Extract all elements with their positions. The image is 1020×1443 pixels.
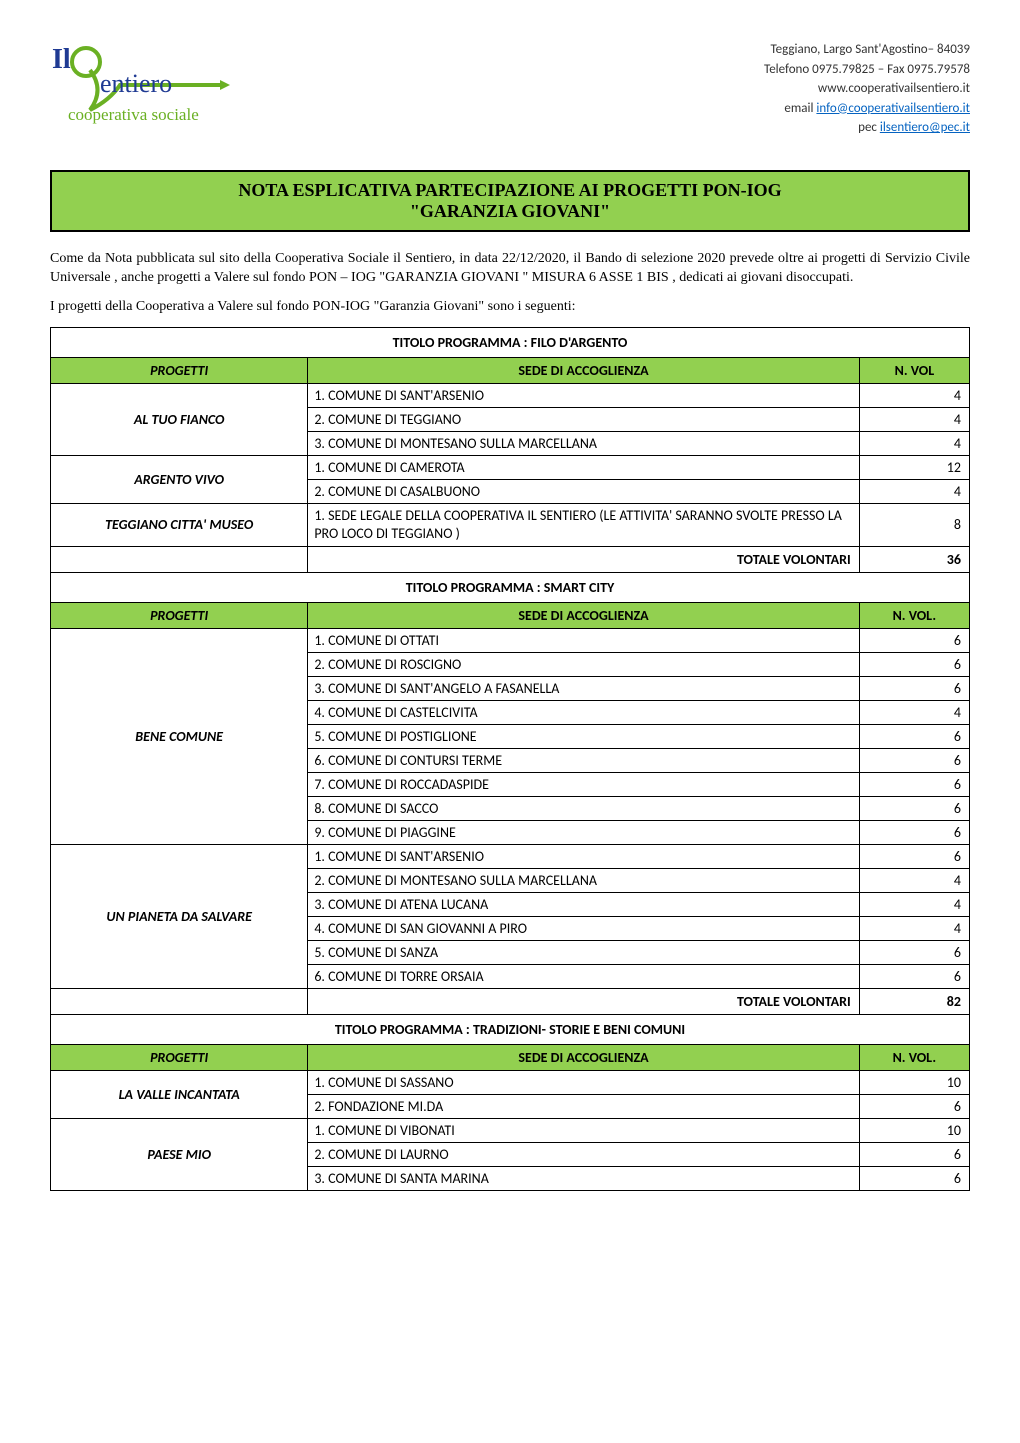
vol: 4 (859, 407, 969, 431)
svg-text:Il: Il (52, 44, 71, 75)
vol: 6 (859, 773, 969, 797)
vol: 12 (859, 455, 969, 479)
sede: 2. COMUNE DI ROSCIGNO (308, 653, 859, 677)
org-addr1: Teggiano, Largo Sant'Agostino– 84039 (764, 40, 970, 60)
vol: 6 (859, 725, 969, 749)
sede: 1. SEDE LEGALE DELLA COOPERATIVA IL SENT… (308, 503, 859, 546)
org-pec-line: pec ilsentiero@pec.it (764, 118, 970, 138)
page-header: Il entiero cooperativa sociale Teggiano,… (50, 40, 970, 140)
sede: 5. COMUNE DI SANZA (308, 941, 859, 965)
sede: 1. COMUNE DI SASSANO (308, 1071, 859, 1095)
vol: 6 (859, 629, 969, 653)
col-progetti: PROGETTI (51, 357, 308, 383)
logo: Il entiero cooperativa sociale (50, 40, 230, 140)
vol: 6 (859, 749, 969, 773)
vol: 6 (859, 677, 969, 701)
vol: 6 (859, 653, 969, 677)
org-email-label: email (784, 101, 816, 116)
sede: 6. COMUNE DI TORRE ORSAIA (308, 965, 859, 989)
vol: 6 (859, 797, 969, 821)
org-site: www.cooperativailsentiero.it (764, 79, 970, 99)
proj-name: ARGENTO VIVO (51, 455, 308, 503)
sede: 4. COMUNE DI SAN GIOVANNI A PIRO (308, 917, 859, 941)
vol: 6 (859, 845, 969, 869)
org-pec-label: pec (858, 120, 880, 135)
vol: 6 (859, 1095, 969, 1119)
vol: 10 (859, 1119, 969, 1143)
org-info: Teggiano, Largo Sant'Agostino– 84039 Tel… (764, 40, 970, 138)
sede: 1. COMUNE DI VIBONATI (308, 1119, 859, 1143)
proj-name: BENE COMUNE (51, 629, 308, 845)
intro-p2: I progetti della Cooperativa a Valere su… (50, 298, 970, 317)
col-sede: SEDE DI ACCOGLIENZA (308, 357, 859, 383)
logo-svg: Il entiero cooperativa sociale (50, 40, 230, 140)
sede: 1. COMUNE DI SANT'ARSENIO (308, 845, 859, 869)
svg-text:cooperativa sociale: cooperativa sociale (68, 105, 199, 124)
vol: 6 (859, 965, 969, 989)
col-progetti: PROGETTI (51, 1045, 308, 1071)
totale-val: 82 (859, 989, 969, 1015)
col-progetti: PROGETTI (51, 603, 308, 629)
org-pec-link[interactable]: ilsentiero@pec.it (880, 120, 970, 135)
prog1-title: TITOLO PROGRAMMA : FILO D'ARGENTO (51, 327, 970, 357)
vol: 4 (859, 893, 969, 917)
prog2-title: TITOLO PROGRAMMA : SMART CITY (51, 573, 970, 603)
col-nvol: N. VOL (859, 357, 969, 383)
org-email-link[interactable]: info@cooperativailsentiero.it (816, 101, 970, 116)
sede: 1. COMUNE DI OTTATI (308, 629, 859, 653)
sede: 3. COMUNE DI SANT'ANGELO A FASANELLA (308, 677, 859, 701)
sede: 2. COMUNE DI LAURNO (308, 1143, 859, 1167)
sede: 3. COMUNE DI MONTESANO SULLA MARCELLANA (308, 431, 859, 455)
vol: 4 (859, 917, 969, 941)
proj-name: UN PIANETA DA SALVARE (51, 845, 308, 989)
vol: 6 (859, 821, 969, 845)
vol: 4 (859, 383, 969, 407)
title-line1: NOTA ESPLICATIVA PARTECIPAZIONE AI PROGE… (64, 180, 956, 201)
proj-name: PAESE MIO (51, 1119, 308, 1191)
sede: 4. COMUNE DI CASTELCIVITA (308, 701, 859, 725)
vol: 4 (859, 479, 969, 503)
sede: 2. COMUNE DI TEGGIANO (308, 407, 859, 431)
col-nvol: N. VOL. (859, 1045, 969, 1071)
vol: 4 (859, 869, 969, 893)
sede: 1. COMUNE DI CAMEROTA (308, 455, 859, 479)
vol: 8 (859, 503, 969, 546)
svg-text:entiero: entiero (100, 69, 172, 98)
sede: 2. FONDAZIONE MI.DA (308, 1095, 859, 1119)
sede: 8. COMUNE DI SACCO (308, 797, 859, 821)
vol: 4 (859, 431, 969, 455)
col-sede: SEDE DI ACCOGLIENZA (308, 1045, 859, 1071)
vol: 6 (859, 1167, 969, 1191)
totale-label: TOTALE VOLONTARI (308, 989, 859, 1015)
vol: 4 (859, 701, 969, 725)
totale-val: 36 (859, 547, 969, 573)
vol: 10 (859, 1071, 969, 1095)
totale-label: TOTALE VOLONTARI (308, 547, 859, 573)
sede: 2. COMUNE DI CASALBUONO (308, 479, 859, 503)
blank-cell (51, 547, 308, 573)
sede: 3. COMUNE DI ATENA LUCANA (308, 893, 859, 917)
tables: TITOLO PROGRAMMA : FILO D'ARGENTO PROGET… (50, 327, 970, 1191)
proj-name: TEGGIANO CITTA' MUSEO (51, 503, 308, 546)
sede: 6. COMUNE DI CONTURSI TERME (308, 749, 859, 773)
intro-p1: Come da Nota pubblicata sul sito della C… (50, 250, 970, 288)
proj-name: AL TUO FIANCO (51, 383, 308, 455)
blank-cell (51, 989, 308, 1015)
sede: 1. COMUNE DI SANT'ARSENIO (308, 383, 859, 407)
sede: 7. COMUNE DI ROCCADASPIDE (308, 773, 859, 797)
org-email-line: email info@cooperativailsentiero.it (764, 99, 970, 119)
col-sede: SEDE DI ACCOGLIENZA (308, 603, 859, 629)
col-nvol: N. VOL. (859, 603, 969, 629)
sede: 9. COMUNE DI PIAGGINE (308, 821, 859, 845)
org-addr2: Telefono 0975.79825 – Fax 0975.79578 (764, 60, 970, 80)
proj-name: LA VALLE INCANTATA (51, 1071, 308, 1119)
title-box: NOTA ESPLICATIVA PARTECIPAZIONE AI PROGE… (50, 170, 970, 232)
sede: 5. COMUNE DI POSTIGLIONE (308, 725, 859, 749)
vol: 6 (859, 1143, 969, 1167)
vol: 6 (859, 941, 969, 965)
sede: 3. COMUNE DI SANTA MARINA (308, 1167, 859, 1191)
prog3-title: TITOLO PROGRAMMA : TRADIZIONI- STORIE E … (51, 1015, 970, 1045)
title-line2: "GARANZIA GIOVANI" (64, 201, 956, 222)
sede: 2. COMUNE DI MONTESANO SULLA MARCELLANA (308, 869, 859, 893)
